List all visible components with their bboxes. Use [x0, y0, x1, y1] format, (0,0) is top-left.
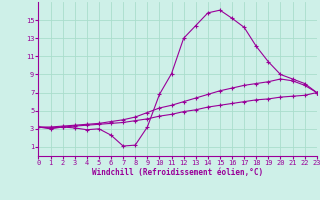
- X-axis label: Windchill (Refroidissement éolien,°C): Windchill (Refroidissement éolien,°C): [92, 168, 263, 177]
